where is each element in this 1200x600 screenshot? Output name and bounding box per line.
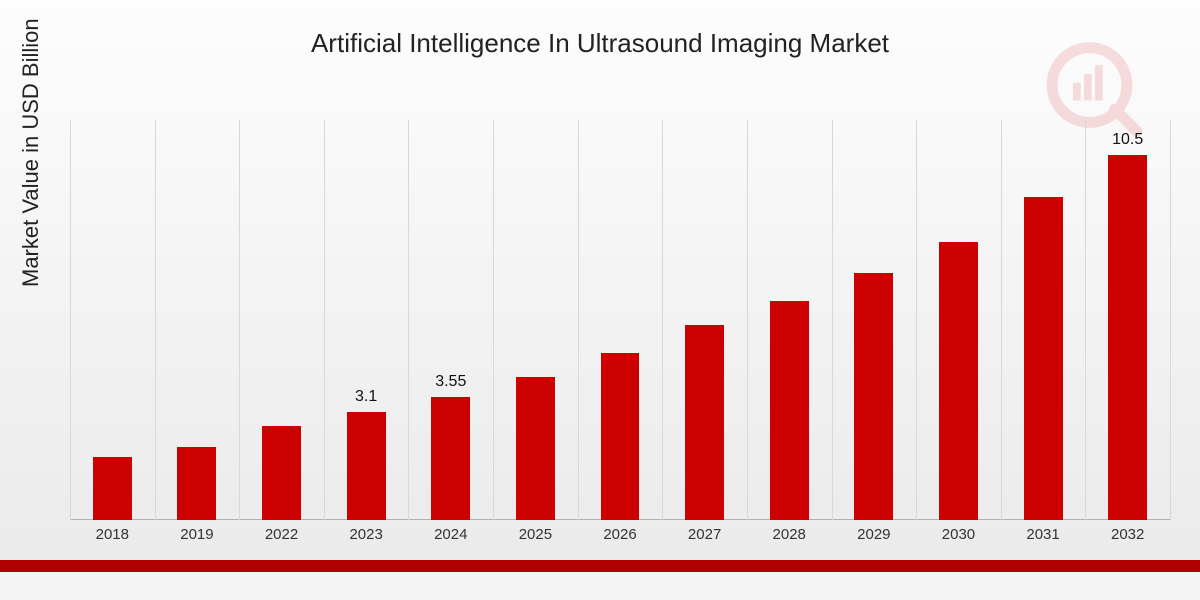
grid-line — [408, 120, 409, 520]
grid-line — [578, 120, 579, 520]
plot-area: 20182019202220233.120243.552025202620272… — [70, 120, 1170, 520]
y-axis-label: Market Value in USD Billion — [18, 18, 44, 287]
bar — [939, 242, 978, 520]
footer-strip-dark — [0, 560, 1200, 572]
bar — [770, 301, 809, 520]
grid-line — [662, 120, 663, 520]
x-tick-label: 2028 — [773, 520, 806, 543]
x-tick-label: 2023 — [349, 520, 382, 543]
bar — [516, 377, 555, 520]
grid-line — [493, 120, 494, 520]
grid-line — [155, 120, 156, 520]
grid-line — [70, 120, 71, 520]
x-tick-label: 2024 — [434, 520, 467, 543]
bar-value-label: 3.1 — [355, 388, 377, 406]
x-tick-label: 2032 — [1111, 520, 1144, 543]
bar-value-label: 3.55 — [435, 373, 466, 391]
grid-line — [239, 120, 240, 520]
grid-line — [1085, 120, 1086, 520]
grid-line — [916, 120, 917, 520]
x-tick-label: 2030 — [942, 520, 975, 543]
chart-title: Artificial Intelligence In Ultrasound Im… — [0, 28, 1200, 59]
x-tick-label: 2025 — [519, 520, 552, 543]
bar — [685, 325, 724, 520]
bar — [262, 426, 301, 520]
grid-line — [832, 120, 833, 520]
bar — [347, 412, 386, 520]
x-tick-label: 2029 — [857, 520, 890, 543]
x-tick-label: 2026 — [603, 520, 636, 543]
grid-line — [747, 120, 748, 520]
x-tick-label: 2027 — [688, 520, 721, 543]
footer-strip-light — [0, 572, 1200, 600]
footer-strip — [0, 560, 1200, 600]
bar — [431, 397, 470, 520]
chart-container: Artificial Intelligence In Ultrasound Im… — [0, 0, 1200, 600]
x-tick-label: 2022 — [265, 520, 298, 543]
bar — [1108, 155, 1147, 520]
x-tick-label: 2018 — [96, 520, 129, 543]
grid-line — [1170, 120, 1171, 520]
grid-line — [1001, 120, 1002, 520]
bar — [177, 447, 216, 520]
bar — [854, 273, 893, 520]
x-tick-label: 2031 — [1026, 520, 1059, 543]
bar — [1024, 197, 1063, 520]
grid-line — [324, 120, 325, 520]
bar-value-label: 10.5 — [1112, 131, 1143, 149]
bar — [601, 353, 640, 520]
x-tick-label: 2019 — [180, 520, 213, 543]
bar — [93, 457, 132, 520]
